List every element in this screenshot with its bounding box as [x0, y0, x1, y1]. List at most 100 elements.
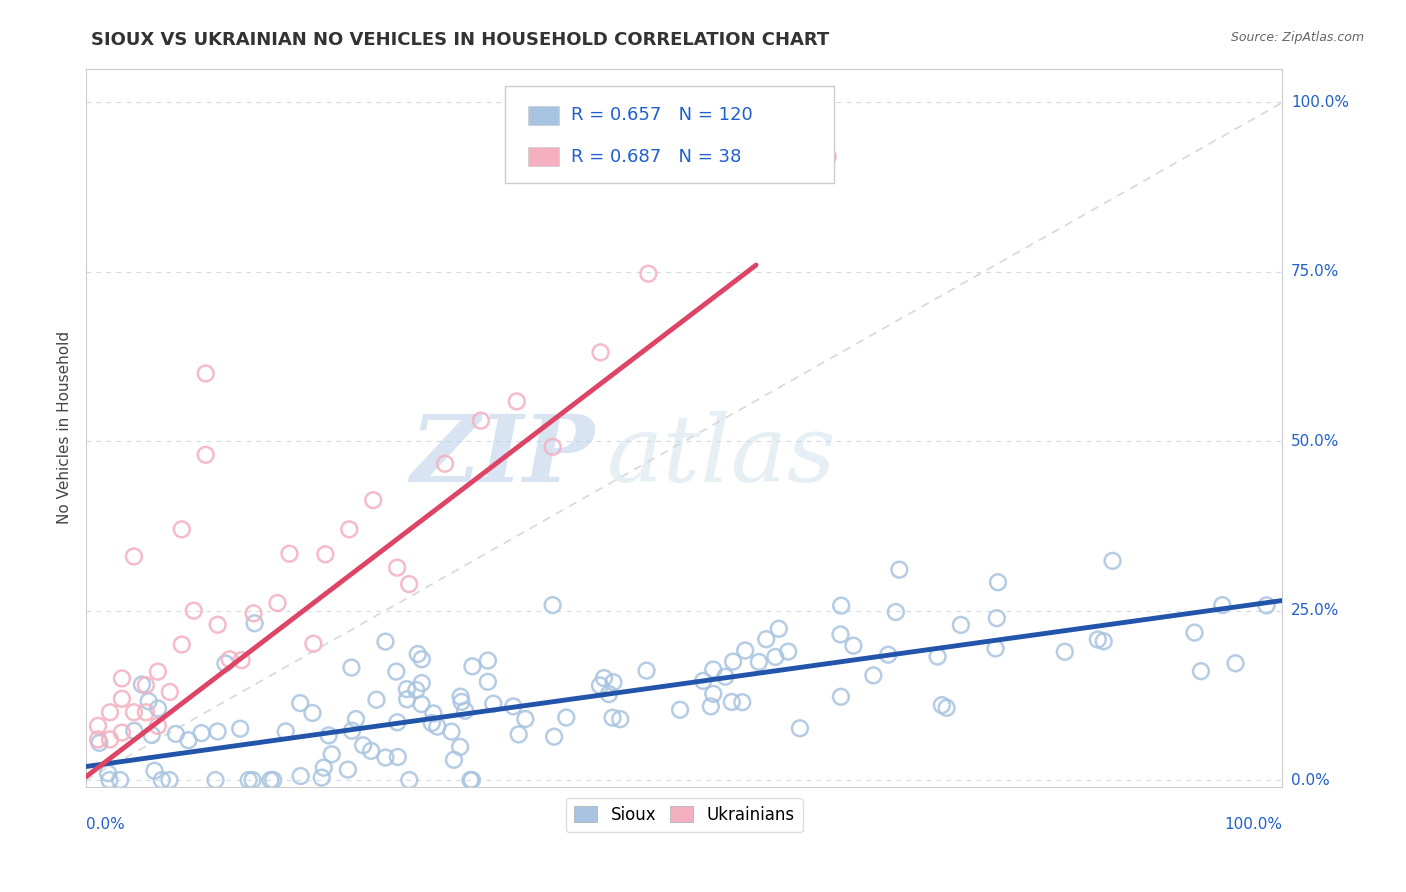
Point: [1211, 598, 1233, 612]
Point: [541, 440, 564, 454]
Point: [266, 596, 288, 610]
Point: [506, 394, 529, 409]
Point: [340, 660, 363, 674]
Point: [461, 659, 484, 673]
Point: [1256, 599, 1278, 613]
Point: [1053, 645, 1076, 659]
Point: [190, 726, 212, 740]
Text: 25.0%: 25.0%: [1291, 603, 1339, 618]
Point: [243, 616, 266, 631]
Point: [734, 643, 756, 657]
Point: [748, 655, 770, 669]
Point: [302, 637, 325, 651]
Point: [337, 522, 360, 536]
Point: [374, 634, 396, 648]
Point: [589, 678, 612, 692]
Point: [877, 648, 900, 662]
Bar: [527, 106, 558, 125]
Point: [360, 744, 382, 758]
Point: [454, 704, 477, 718]
Point: [143, 764, 166, 778]
Point: [165, 727, 187, 741]
Point: [440, 724, 463, 739]
Point: [122, 549, 145, 564]
Point: [111, 672, 134, 686]
Point: [290, 696, 312, 710]
Point: [602, 675, 624, 690]
Point: [422, 706, 444, 721]
Point: [218, 652, 240, 666]
Point: [242, 607, 264, 621]
Text: 50.0%: 50.0%: [1291, 434, 1339, 449]
Point: [321, 747, 343, 762]
Text: Source: ZipAtlas.com: Source: ZipAtlas.com: [1230, 31, 1364, 45]
Point: [830, 690, 852, 704]
Text: atlas: atlas: [606, 411, 837, 501]
Point: [150, 773, 173, 788]
Point: [889, 563, 911, 577]
Text: 75.0%: 75.0%: [1291, 264, 1339, 279]
Point: [609, 712, 631, 726]
Point: [336, 763, 359, 777]
Point: [477, 654, 499, 668]
Point: [763, 649, 786, 664]
Point: [830, 627, 852, 641]
Point: [411, 652, 433, 666]
Point: [755, 632, 778, 647]
Text: SIOUX VS UKRAINIAN NO VEHICLES IN HOUSEHOLD CORRELATION CHART: SIOUX VS UKRAINIAN NO VEHICLES IN HOUSEH…: [91, 31, 830, 49]
Point: [515, 712, 537, 726]
Point: [98, 706, 121, 720]
Point: [449, 739, 471, 754]
Point: [204, 773, 226, 788]
Point: [405, 683, 427, 698]
Point: [98, 732, 121, 747]
Point: [949, 618, 972, 632]
Point: [637, 267, 659, 281]
Point: [170, 638, 193, 652]
Text: 100.0%: 100.0%: [1291, 95, 1348, 110]
Point: [477, 674, 499, 689]
Point: [214, 657, 236, 671]
Point: [931, 698, 953, 713]
Point: [411, 697, 433, 711]
Point: [183, 604, 205, 618]
Point: [1225, 657, 1247, 671]
Point: [278, 547, 301, 561]
Point: [97, 766, 120, 780]
Point: [482, 697, 505, 711]
Point: [555, 710, 578, 724]
Point: [862, 668, 884, 682]
Point: [385, 560, 408, 574]
Point: [170, 522, 193, 536]
Point: [443, 753, 465, 767]
Point: [135, 706, 157, 720]
Point: [242, 773, 264, 788]
Point: [411, 676, 433, 690]
Point: [669, 703, 692, 717]
Point: [146, 701, 169, 715]
Point: [122, 723, 145, 738]
Point: [450, 695, 472, 709]
Point: [135, 678, 157, 692]
Point: [229, 722, 252, 736]
Point: [1087, 632, 1109, 647]
Point: [702, 663, 724, 677]
Point: [789, 721, 811, 735]
Point: [543, 730, 565, 744]
Point: [884, 605, 907, 619]
Point: [593, 671, 616, 685]
Point: [541, 598, 564, 612]
Point: [340, 723, 363, 738]
Point: [987, 575, 1010, 590]
Point: [352, 739, 374, 753]
Point: [138, 694, 160, 708]
Point: [374, 750, 396, 764]
Point: [927, 649, 949, 664]
Point: [366, 692, 388, 706]
Point: [111, 691, 134, 706]
Point: [721, 655, 744, 669]
Text: 0.0%: 0.0%: [1291, 772, 1330, 788]
Point: [207, 724, 229, 739]
Point: [194, 367, 217, 381]
Point: [1189, 664, 1212, 678]
